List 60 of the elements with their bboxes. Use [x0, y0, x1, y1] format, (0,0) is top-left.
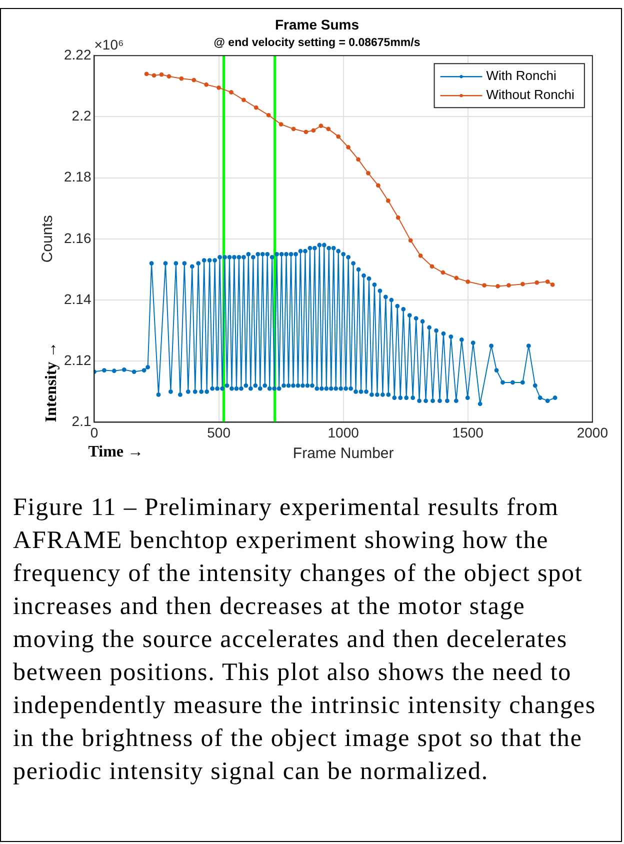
point	[440, 270, 446, 275]
legend-label: Without Ronchi	[486, 87, 575, 102]
point	[266, 112, 271, 118]
point	[254, 105, 258, 110]
text: Figure 11 – Preliminary experimental results from AFRAME benchtop experiment showing how the frequency of the intensity changes of the object spot increases and then decreases at the motor stage moving the source accelerates and then decelerates between positions. This plot also shows the need to independently measure the intrinsic intensity changes in the brightness of the object image spot so that the periodic intensity signal can be normalized.	[13, 494, 596, 785]
legend-label: With Ronchi	[486, 68, 556, 84]
text: Intensity →	[43, 342, 60, 422]
y-tick-label: 2.22	[64, 46, 92, 62]
text: ×10⁶	[94, 36, 124, 52]
point	[311, 128, 316, 133]
point	[454, 276, 459, 280]
point	[545, 279, 550, 284]
point	[326, 126, 331, 132]
point	[396, 215, 400, 220]
point	[430, 264, 434, 269]
point	[496, 284, 500, 288]
point	[366, 171, 370, 176]
x-tick-label: 1500	[452, 424, 484, 440]
point	[152, 73, 156, 78]
point	[204, 82, 209, 87]
y-tick-label: 2.12	[64, 352, 92, 368]
point	[144, 72, 149, 76]
point	[166, 74, 172, 79]
point	[304, 130, 308, 134]
y-tick-label: 2.16	[64, 230, 92, 246]
x-tick-label: 0	[90, 424, 98, 440]
point	[466, 279, 470, 284]
chart-subtitle: @ end velocity setting = 0.08675mm/s	[214, 36, 420, 49]
point	[482, 283, 487, 288]
point	[520, 282, 525, 286]
point	[550, 282, 555, 287]
point	[418, 254, 423, 258]
x-tick-label: 500	[207, 424, 231, 440]
y-tick-label: 2.2	[72, 108, 92, 124]
point	[179, 76, 184, 81]
x-tick-label: 2000	[576, 424, 608, 440]
point	[534, 280, 540, 285]
point	[242, 98, 246, 102]
text: Time →	[88, 443, 144, 460]
point	[291, 126, 296, 132]
point	[346, 145, 351, 150]
x-tick-label: 1000	[328, 424, 360, 440]
point	[216, 85, 221, 90]
y-tick-label: 2.1	[72, 413, 92, 430]
point	[229, 90, 234, 94]
point	[506, 283, 511, 288]
y-tick-label: 2.18	[64, 168, 92, 185]
point	[408, 238, 413, 243]
point	[376, 183, 380, 188]
point	[336, 134, 341, 139]
y-tick-label: 2.14	[64, 290, 92, 307]
point	[159, 72, 164, 77]
y-axis-title: Counts	[39, 215, 56, 263]
point	[386, 198, 390, 203]
chart-title: Frame Sums	[274, 16, 360, 32]
point	[356, 157, 360, 162]
point	[278, 122, 284, 127]
x-axis-title: Frame Number	[292, 445, 394, 462]
point	[192, 78, 196, 82]
point	[318, 124, 324, 128]
